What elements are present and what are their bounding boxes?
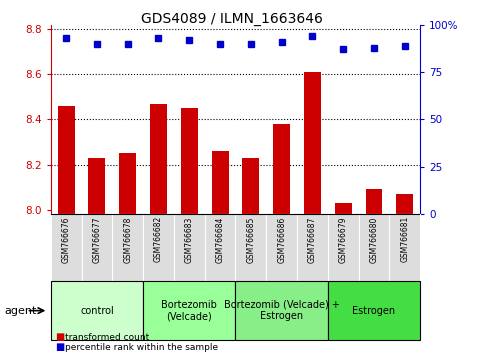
Text: GSM766677: GSM766677	[92, 216, 101, 263]
Bar	[304, 72, 321, 214]
Bar	[242, 158, 259, 214]
Text: GSM766685: GSM766685	[246, 216, 256, 263]
Bar	[174, 214, 205, 281]
Bar	[212, 151, 228, 214]
Bar	[273, 124, 290, 214]
Text: transformed count: transformed count	[65, 333, 149, 342]
Text: Bortezomib
(Velcade): Bortezomib (Velcade)	[161, 300, 217, 321]
Text: GSM766683: GSM766683	[185, 216, 194, 263]
Bar	[358, 214, 389, 281]
Text: GSM766686: GSM766686	[277, 216, 286, 263]
Bar	[205, 214, 236, 281]
Bar	[181, 108, 198, 214]
Text: GSM766679: GSM766679	[339, 216, 348, 263]
Bar	[112, 214, 143, 281]
Text: ■: ■	[56, 332, 65, 342]
Bar	[51, 281, 143, 340]
Bar	[150, 104, 167, 214]
Bar	[57, 106, 74, 214]
Bar	[366, 189, 383, 214]
Bar	[88, 158, 105, 214]
Bar	[297, 214, 328, 281]
Bar	[328, 214, 358, 281]
Bar	[143, 281, 236, 340]
Text: GSM766682: GSM766682	[154, 216, 163, 262]
Text: GSM766684: GSM766684	[215, 216, 225, 263]
Text: GSM766681: GSM766681	[400, 216, 409, 262]
Text: ■: ■	[56, 342, 65, 352]
Bar	[82, 214, 112, 281]
Text: Bortezomib (Velcade) +
Estrogen: Bortezomib (Velcade) + Estrogen	[224, 300, 340, 321]
Bar	[119, 153, 136, 214]
Bar	[51, 214, 82, 281]
Bar	[236, 281, 328, 340]
Bar	[328, 281, 420, 340]
Bar	[143, 214, 174, 281]
Text: GSM766678: GSM766678	[123, 216, 132, 263]
Text: control: control	[80, 306, 114, 316]
Text: Estrogen: Estrogen	[353, 306, 396, 316]
Text: agent: agent	[5, 306, 37, 316]
Bar	[266, 214, 297, 281]
Text: GDS4089 / ILMN_1663646: GDS4089 / ILMN_1663646	[141, 12, 323, 27]
Bar	[397, 194, 413, 214]
Text: GSM766676: GSM766676	[62, 216, 71, 263]
Bar	[236, 214, 266, 281]
Bar	[389, 214, 420, 281]
Bar	[335, 203, 352, 214]
Text: percentile rank within the sample: percentile rank within the sample	[65, 343, 218, 352]
Text: GSM766680: GSM766680	[369, 216, 379, 263]
Text: GSM766687: GSM766687	[308, 216, 317, 263]
